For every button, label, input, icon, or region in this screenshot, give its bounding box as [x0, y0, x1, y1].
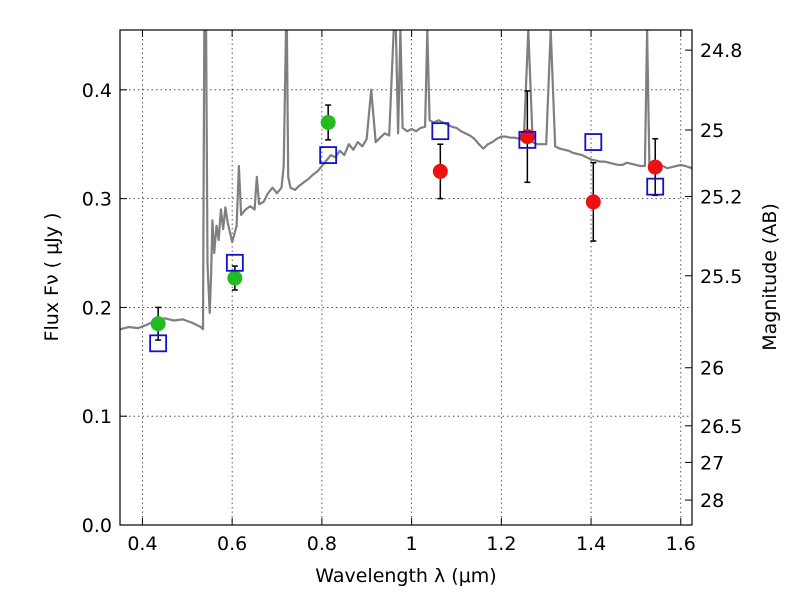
model-photometry-square	[646, 177, 665, 196]
right-tick-label: 26	[700, 358, 724, 380]
y-tick-label: 0.3	[82, 189, 112, 211]
model-photometry-square	[149, 334, 168, 353]
right-tick-label: 24.8	[700, 40, 742, 62]
model-photometry-square	[225, 253, 244, 272]
observed-flux-point	[432, 163, 448, 179]
observed-flux-point	[150, 316, 166, 332]
model-photometry-square	[431, 122, 450, 141]
model-photometry-square	[518, 130, 537, 149]
observed-flux-point	[320, 114, 336, 130]
right-tick-label: 25	[700, 120, 724, 142]
x-tick-label: 1.6	[666, 533, 696, 555]
x-tick-label: 0.8	[307, 533, 337, 555]
x-tick-label: 0.6	[217, 533, 247, 555]
observed-flux-point	[227, 270, 243, 286]
y-tick-label: 0.0	[82, 515, 112, 537]
right-tick-label: 25.2	[700, 186, 742, 208]
model-spectrum-layer	[120, 30, 692, 331]
y-tick-label: 0.1	[82, 406, 112, 428]
right-tick-label: 26.5	[700, 416, 742, 438]
data-points-layer	[149, 90, 665, 353]
y-axis-label: Flux Fν ( μJy )	[41, 213, 63, 342]
model-spectrum-line	[120, 30, 692, 331]
right-axis-label: Magnitude (AB)	[759, 203, 781, 351]
plot-frame	[119, 29, 693, 526]
right-tick-label: 27	[700, 452, 724, 474]
x-tick-label: 0.4	[127, 533, 157, 555]
observed-flux-point	[519, 129, 535, 145]
plot-area	[120, 30, 692, 353]
observed-flux-point	[647, 159, 663, 175]
right-tick-label: 25.5	[700, 266, 742, 288]
x-axis-label: Wavelength λ (μm)	[315, 565, 496, 587]
y-tick-label: 0.4	[82, 80, 112, 102]
x-tick-label: 1.4	[576, 533, 606, 555]
axes: 0.4 0.6 0.8 1 1.2 1.4 1.6 0.0 0.1 0.2 0.3 0.4 24.8 25…	[82, 30, 742, 555]
observed-flux-point	[585, 194, 601, 210]
x-tick-label: 1.2	[486, 533, 516, 555]
y-tick-label: 0.2	[82, 297, 112, 319]
model-photometry-square	[319, 146, 338, 165]
model-photometry-square	[584, 133, 603, 151]
x-tick-label: 1	[406, 533, 418, 555]
right-tick-label: 28	[700, 490, 724, 512]
